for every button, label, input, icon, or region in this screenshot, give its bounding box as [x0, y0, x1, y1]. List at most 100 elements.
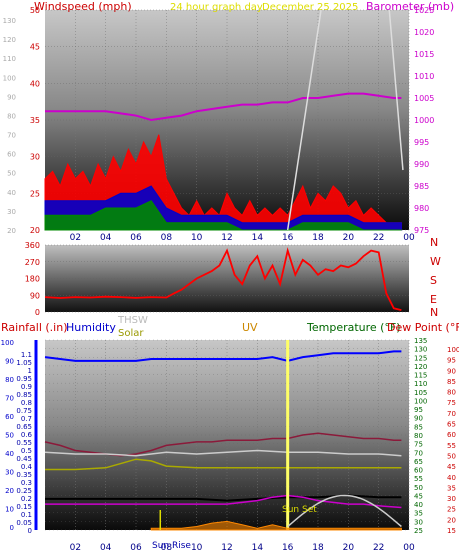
- dir-tick-label: 180: [25, 275, 40, 284]
- rainfall-legend: Rainfall (.in): [1, 321, 68, 334]
- temp-tick-label: 70: [414, 449, 423, 457]
- dir-tick-label: 90: [30, 291, 40, 300]
- dew-tick-label: 30: [447, 495, 456, 503]
- dew-tick-label: 35: [447, 484, 456, 492]
- thsw-line: [44, 449, 402, 457]
- dew-tick-label: 75: [447, 399, 456, 407]
- rain-tick-label: 0.2: [21, 495, 32, 503]
- sunrise-label: Sun Rise: [152, 541, 191, 551]
- compass-letter: E: [430, 293, 437, 306]
- barometer-title: Barometer (mb): [366, 0, 454, 13]
- temperature-legend: Temperature (°F): [306, 321, 401, 334]
- direction-line: [44, 247, 402, 311]
- x-tick-label: 18: [312, 233, 324, 243]
- temp-tick-label: 120: [414, 363, 427, 371]
- temp-tick-label: 135: [414, 337, 427, 345]
- rain-tick-label: 0.4: [21, 463, 33, 471]
- wind-tick-label: 50: [30, 6, 40, 15]
- barometer-line: [45, 92, 402, 122]
- x-tick-label: 10: [191, 543, 203, 553]
- temp-tick-label: 115: [414, 372, 427, 380]
- dir-tick-label: 360: [25, 241, 40, 250]
- temp-tick-label: 80: [414, 432, 423, 440]
- rain-tick-label: 0.45: [16, 455, 32, 463]
- x-tick-label: 06: [130, 233, 142, 243]
- temp-tick-label: 30: [414, 518, 423, 526]
- wind-tick-label: 35: [30, 116, 40, 125]
- dew-tick-label: 100: [447, 346, 459, 354]
- faint-tick-label: 40: [7, 189, 16, 197]
- humidity-tick-label: 30: [5, 469, 14, 477]
- graph-date: December 25 2025: [262, 2, 358, 13]
- rain-tick-label: 0.35: [16, 471, 32, 479]
- wind-tick-label: 20: [30, 226, 40, 235]
- faint-tick-label: 20: [7, 227, 16, 235]
- dew-tick-label: 15: [447, 527, 456, 535]
- baro-tick-label: 1020: [414, 28, 434, 37]
- temp-tick-label: 60: [414, 467, 423, 475]
- faint-tick-label: 130: [3, 17, 16, 25]
- x-tick-label: 16: [282, 233, 294, 243]
- dir-tick-label: 270: [25, 258, 40, 267]
- x-tick-label: 14: [252, 233, 264, 243]
- graph-title: 24 hour graph day: [170, 2, 263, 13]
- wind-tick-label: 45: [30, 43, 40, 52]
- solar_radiation-line: [45, 494, 402, 509]
- faint-tick-label: 50: [7, 170, 16, 178]
- x-tick-label: 14: [252, 543, 264, 553]
- x-tick-label: 02: [70, 543, 81, 553]
- rain-tick-label: 0.1: [21, 511, 32, 519]
- trace-line: [286, 9, 322, 231]
- dew-tick-label: 25: [447, 506, 456, 514]
- sunset-label: Sun Set: [282, 505, 317, 515]
- rain-tick-label: 0.15: [16, 503, 32, 511]
- x-tick-label: 18: [312, 543, 324, 553]
- rain-tick-label: 0.8: [21, 399, 32, 407]
- temp-tick-label: 50: [414, 484, 423, 492]
- humidity-tick-label: 50: [5, 432, 14, 440]
- faint-tick-label: 100: [3, 74, 16, 82]
- multi-series: [44, 340, 402, 531]
- faint-tick-label: 120: [3, 36, 16, 44]
- solar-legend: Solar: [118, 328, 144, 339]
- compass-letter: S: [430, 274, 437, 287]
- baro-tick-label: 1000: [414, 116, 434, 125]
- baro-tick-label: 1010: [414, 72, 434, 81]
- dew-tick-label: 45: [447, 463, 456, 471]
- x-tick-label: 22: [373, 233, 384, 243]
- x-tick-label: 08: [161, 543, 173, 553]
- x-tick-label: 00: [403, 543, 415, 553]
- temp-tick-label: 110: [414, 380, 427, 388]
- x-tick-label: 04: [100, 543, 112, 553]
- x-tick-label: 08: [161, 233, 173, 243]
- rain-tick-label: 0.85: [16, 391, 32, 399]
- multi-axes: 02 04 06 08 10 12 14 16 18 20 22 0000.050.10.150.20…: [1, 337, 459, 553]
- uv-bar: [286, 340, 290, 530]
- temp-tick-label: 105: [414, 389, 427, 397]
- baro-tick-label: 1025: [414, 6, 434, 15]
- compass-letter: N: [430, 306, 438, 319]
- humidity-tick-label: 80: [5, 376, 14, 384]
- rain-tick-label: 0.7: [21, 415, 32, 423]
- rain-tick-label: 0.5: [21, 447, 32, 455]
- x-tick-label: 06: [130, 543, 142, 553]
- dew-tick-label: 85: [447, 378, 456, 386]
- direction-series: [44, 247, 402, 311]
- temp-tick-label: 100: [414, 397, 427, 405]
- temp-tick-label: 65: [414, 458, 423, 466]
- x-tick-label: 12: [221, 543, 232, 553]
- rain-tick-label: 1.05: [16, 359, 32, 367]
- baro-tick-label: 975: [414, 226, 429, 235]
- temp-tick-label: 40: [414, 501, 423, 509]
- dew-tick-label: 20: [447, 516, 456, 524]
- humidity-legend: Humidity: [66, 321, 116, 334]
- dew-tick-label: 70: [447, 410, 456, 418]
- temp-tick-label: 130: [414, 346, 427, 354]
- direction-axes: 0 90 180 270 360: [25, 241, 409, 317]
- temp-tick-label: 45: [414, 492, 423, 500]
- rain-tick-label: 0.95: [16, 375, 32, 383]
- rain-tick-label: 1.1: [21, 351, 32, 359]
- dew-tick-label: 95: [447, 357, 456, 365]
